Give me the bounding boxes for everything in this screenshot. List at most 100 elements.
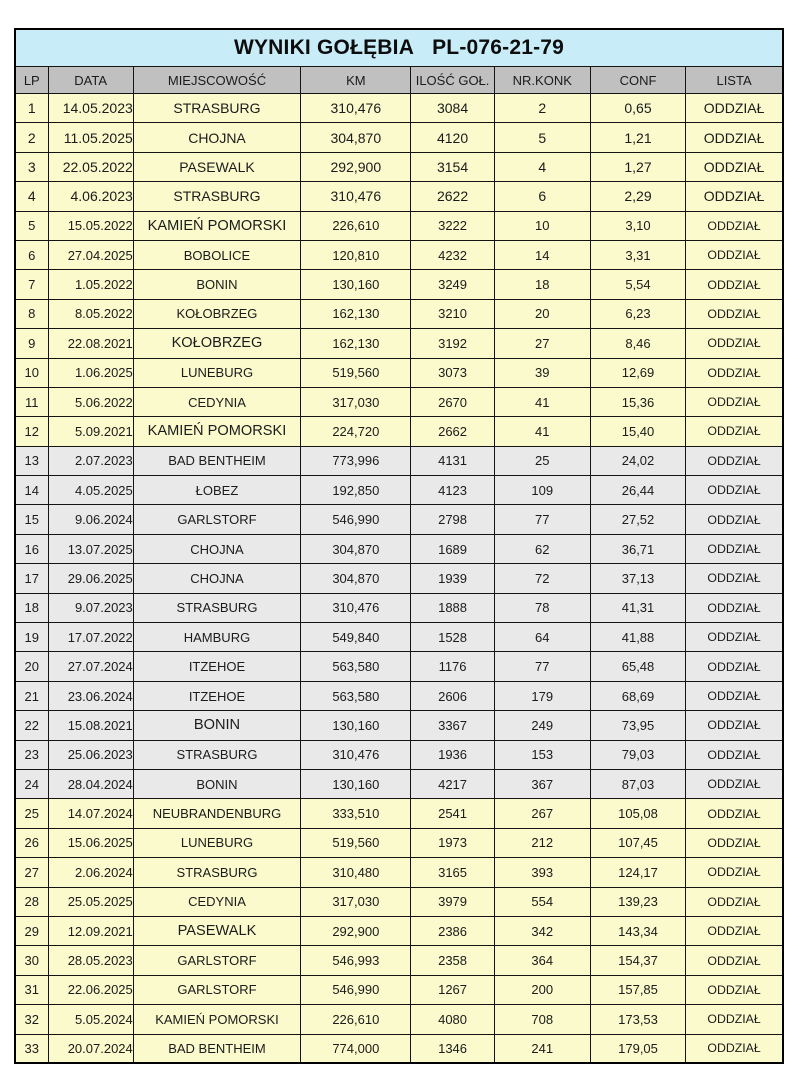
cell-lp: 9: [14, 328, 49, 359]
cell-city: CEDYNIA: [132, 386, 302, 418]
cell-city: KOŁOBRZEG: [132, 328, 302, 359]
cell-lp: 30: [14, 945, 49, 976]
title-row: WYNIKI GOŁĘBIA PL-076-21-79: [14, 28, 784, 67]
cell-lista: ODDZIAŁ: [685, 768, 784, 800]
cell-count: 3165: [410, 857, 495, 888]
cell-conf: 68,69: [589, 680, 687, 712]
cell-nr: 4: [493, 151, 591, 183]
cell-nr: 41: [493, 416, 591, 447]
column-header-lp: LP: [14, 66, 49, 94]
cell-conf: 1,27: [589, 151, 687, 183]
cell-date: 9.07.2023: [47, 592, 134, 624]
cell-conf: 26,44: [589, 475, 687, 506]
cell-conf: 41,31: [589, 592, 687, 624]
cell-city: BONIN: [132, 710, 302, 741]
table-row: 16 13.07.2025 CHOJNA 304,870 1689 62 36,71 ODDZ…: [14, 533, 784, 565]
cell-city: LUNEBURG: [132, 357, 302, 388]
cell-city: HAMBURG: [132, 622, 302, 653]
cell-nr: 41: [493, 386, 591, 418]
cell-lista: ODDZIAŁ: [685, 210, 784, 241]
page-title: WYNIKI GOŁĘBIA PL-076-21-79: [16, 36, 782, 60]
cell-lp: 15: [14, 504, 49, 535]
cell-date: 23.06.2024: [47, 680, 134, 712]
cell-date: 27.07.2024: [47, 651, 134, 682]
cell-lista: ODDZIAŁ: [685, 710, 784, 741]
cell-city: CHOJNA: [132, 533, 302, 565]
cell-lp: 26: [14, 827, 49, 859]
cell-nr: 78: [493, 592, 591, 624]
cell-nr: 39: [493, 357, 591, 388]
cell-count: 3192: [410, 328, 495, 359]
cell-city: NEUBRANDENBURG: [132, 798, 302, 829]
cell-city: CHOJNA: [132, 122, 302, 153]
table-row: 11 5.06.2022 CEDYNIA 317,030 2670 41 15,36 ODDZ…: [14, 386, 784, 418]
cell-city: BONIN: [132, 269, 302, 300]
cell-lp: 7: [14, 269, 49, 300]
cell-conf: 73,95: [589, 710, 687, 741]
cell-nr: 20: [493, 298, 591, 330]
cell-lp: 22: [14, 710, 49, 741]
cell-city: GARLSTORF: [132, 504, 302, 535]
cell-lp: 10: [14, 357, 49, 388]
cell-conf: 12,69: [589, 357, 687, 388]
cell-city: STRASBURG: [132, 92, 302, 124]
cell-km: 130,160: [300, 768, 412, 800]
cell-city: GARLSTORF: [132, 974, 302, 1006]
cell-km: 304,870: [300, 122, 412, 153]
table-row: 21 23.06.2024 ITZEHOE 563,580 2606 179 68,69 OD…: [14, 680, 784, 712]
cell-km: 226,610: [300, 210, 412, 241]
table-row: 28 25.05.2025 CEDYNIA 317,030 3979 554 139,23 O…: [14, 886, 784, 917]
cell-date: 25.06.2023: [47, 739, 134, 770]
column-header-nr-konk: NR.KONK: [493, 66, 591, 94]
cell-date: 9.06.2024: [47, 504, 134, 535]
cell-city: CEDYNIA: [132, 886, 302, 917]
results-table-body: 1 14.05.2023 STRASBURG 310,476 30 8 4 2 0,65 ODDZ…: [14, 92, 784, 1064]
cell-count: 1689: [410, 533, 495, 565]
cell-conf: 107,45: [589, 827, 687, 859]
cell-date: 25.05.2025: [47, 886, 134, 917]
cell-count: 1176: [410, 651, 495, 682]
cell-km: 549,840: [300, 622, 412, 653]
cell-city: LUNEBURG: [132, 827, 302, 859]
cell-nr: 554: [493, 886, 591, 917]
cell-lp: 8: [14, 298, 49, 330]
cell-lp: 4: [14, 181, 49, 212]
cell-km: 310,476: [300, 592, 412, 624]
cell-conf: 15,40: [589, 416, 687, 447]
cell-km: 304,870: [300, 533, 412, 565]
cell-city: KAMIEŃ POMORSKI: [132, 1004, 302, 1035]
table-row: 13 2.07.2023 BAD BENTHEIM 773,996 4131 25 24,0…: [14, 445, 784, 477]
table-row: 8 8.05.2022 KOŁOBRZEG 162,130 3210 20 6,23 ODDZ…: [14, 298, 784, 330]
cell-date: 5.05.2024: [47, 1004, 134, 1035]
cell-count: 2606: [410, 680, 495, 712]
cell-lista: ODDZIAŁ: [685, 533, 784, 565]
table-row: 23 25.06.2023 STRASBURG 310,476 1936 153 79,03…: [14, 739, 784, 770]
cell-lp: 1: [14, 92, 49, 124]
cell-date: 14.05.2023: [47, 92, 134, 124]
cell-count: 2670: [410, 386, 495, 418]
cell-nr: 2: [493, 92, 591, 124]
cell-km: 226,610: [300, 1004, 412, 1035]
cell-lista: ODDZIAŁ: [685, 504, 784, 535]
cell-date: 1.06.2025: [47, 357, 134, 388]
column-header-conf: CONF: [589, 66, 687, 94]
cell-city: GARLSTORF: [132, 945, 302, 976]
cell-date: 5.09.2021: [47, 416, 134, 447]
cell-lista: ODDZIAŁ: [685, 827, 784, 859]
cell-nr: 77: [493, 651, 591, 682]
cell-nr: 64: [493, 622, 591, 653]
cell-date: 17.07.2022: [47, 622, 134, 653]
cell-count: 1936: [410, 739, 495, 770]
cell-lista: ODDZIAŁ: [685, 974, 784, 1006]
table-row: 25 14.07.2024 NEUBRANDENBURG 333,510 2541 267…: [14, 798, 784, 829]
cell-nr: 364: [493, 945, 591, 976]
cell-date: 11.05.2025: [47, 122, 134, 153]
cell-conf: 0,65: [589, 92, 687, 124]
cell-conf: 3,31: [589, 239, 687, 271]
cell-lista: ODDZIAŁ: [685, 445, 784, 477]
cell-lista: ODDZIAŁ: [685, 386, 784, 418]
column-header-row: LP DATA MIEJSCOWOŚĆ KM ILOŚĆ GOŁ. NR.KONK CONF…: [14, 66, 784, 94]
cell-nr: 241: [493, 1033, 591, 1064]
cell-date: 28.05.2023: [47, 945, 134, 976]
